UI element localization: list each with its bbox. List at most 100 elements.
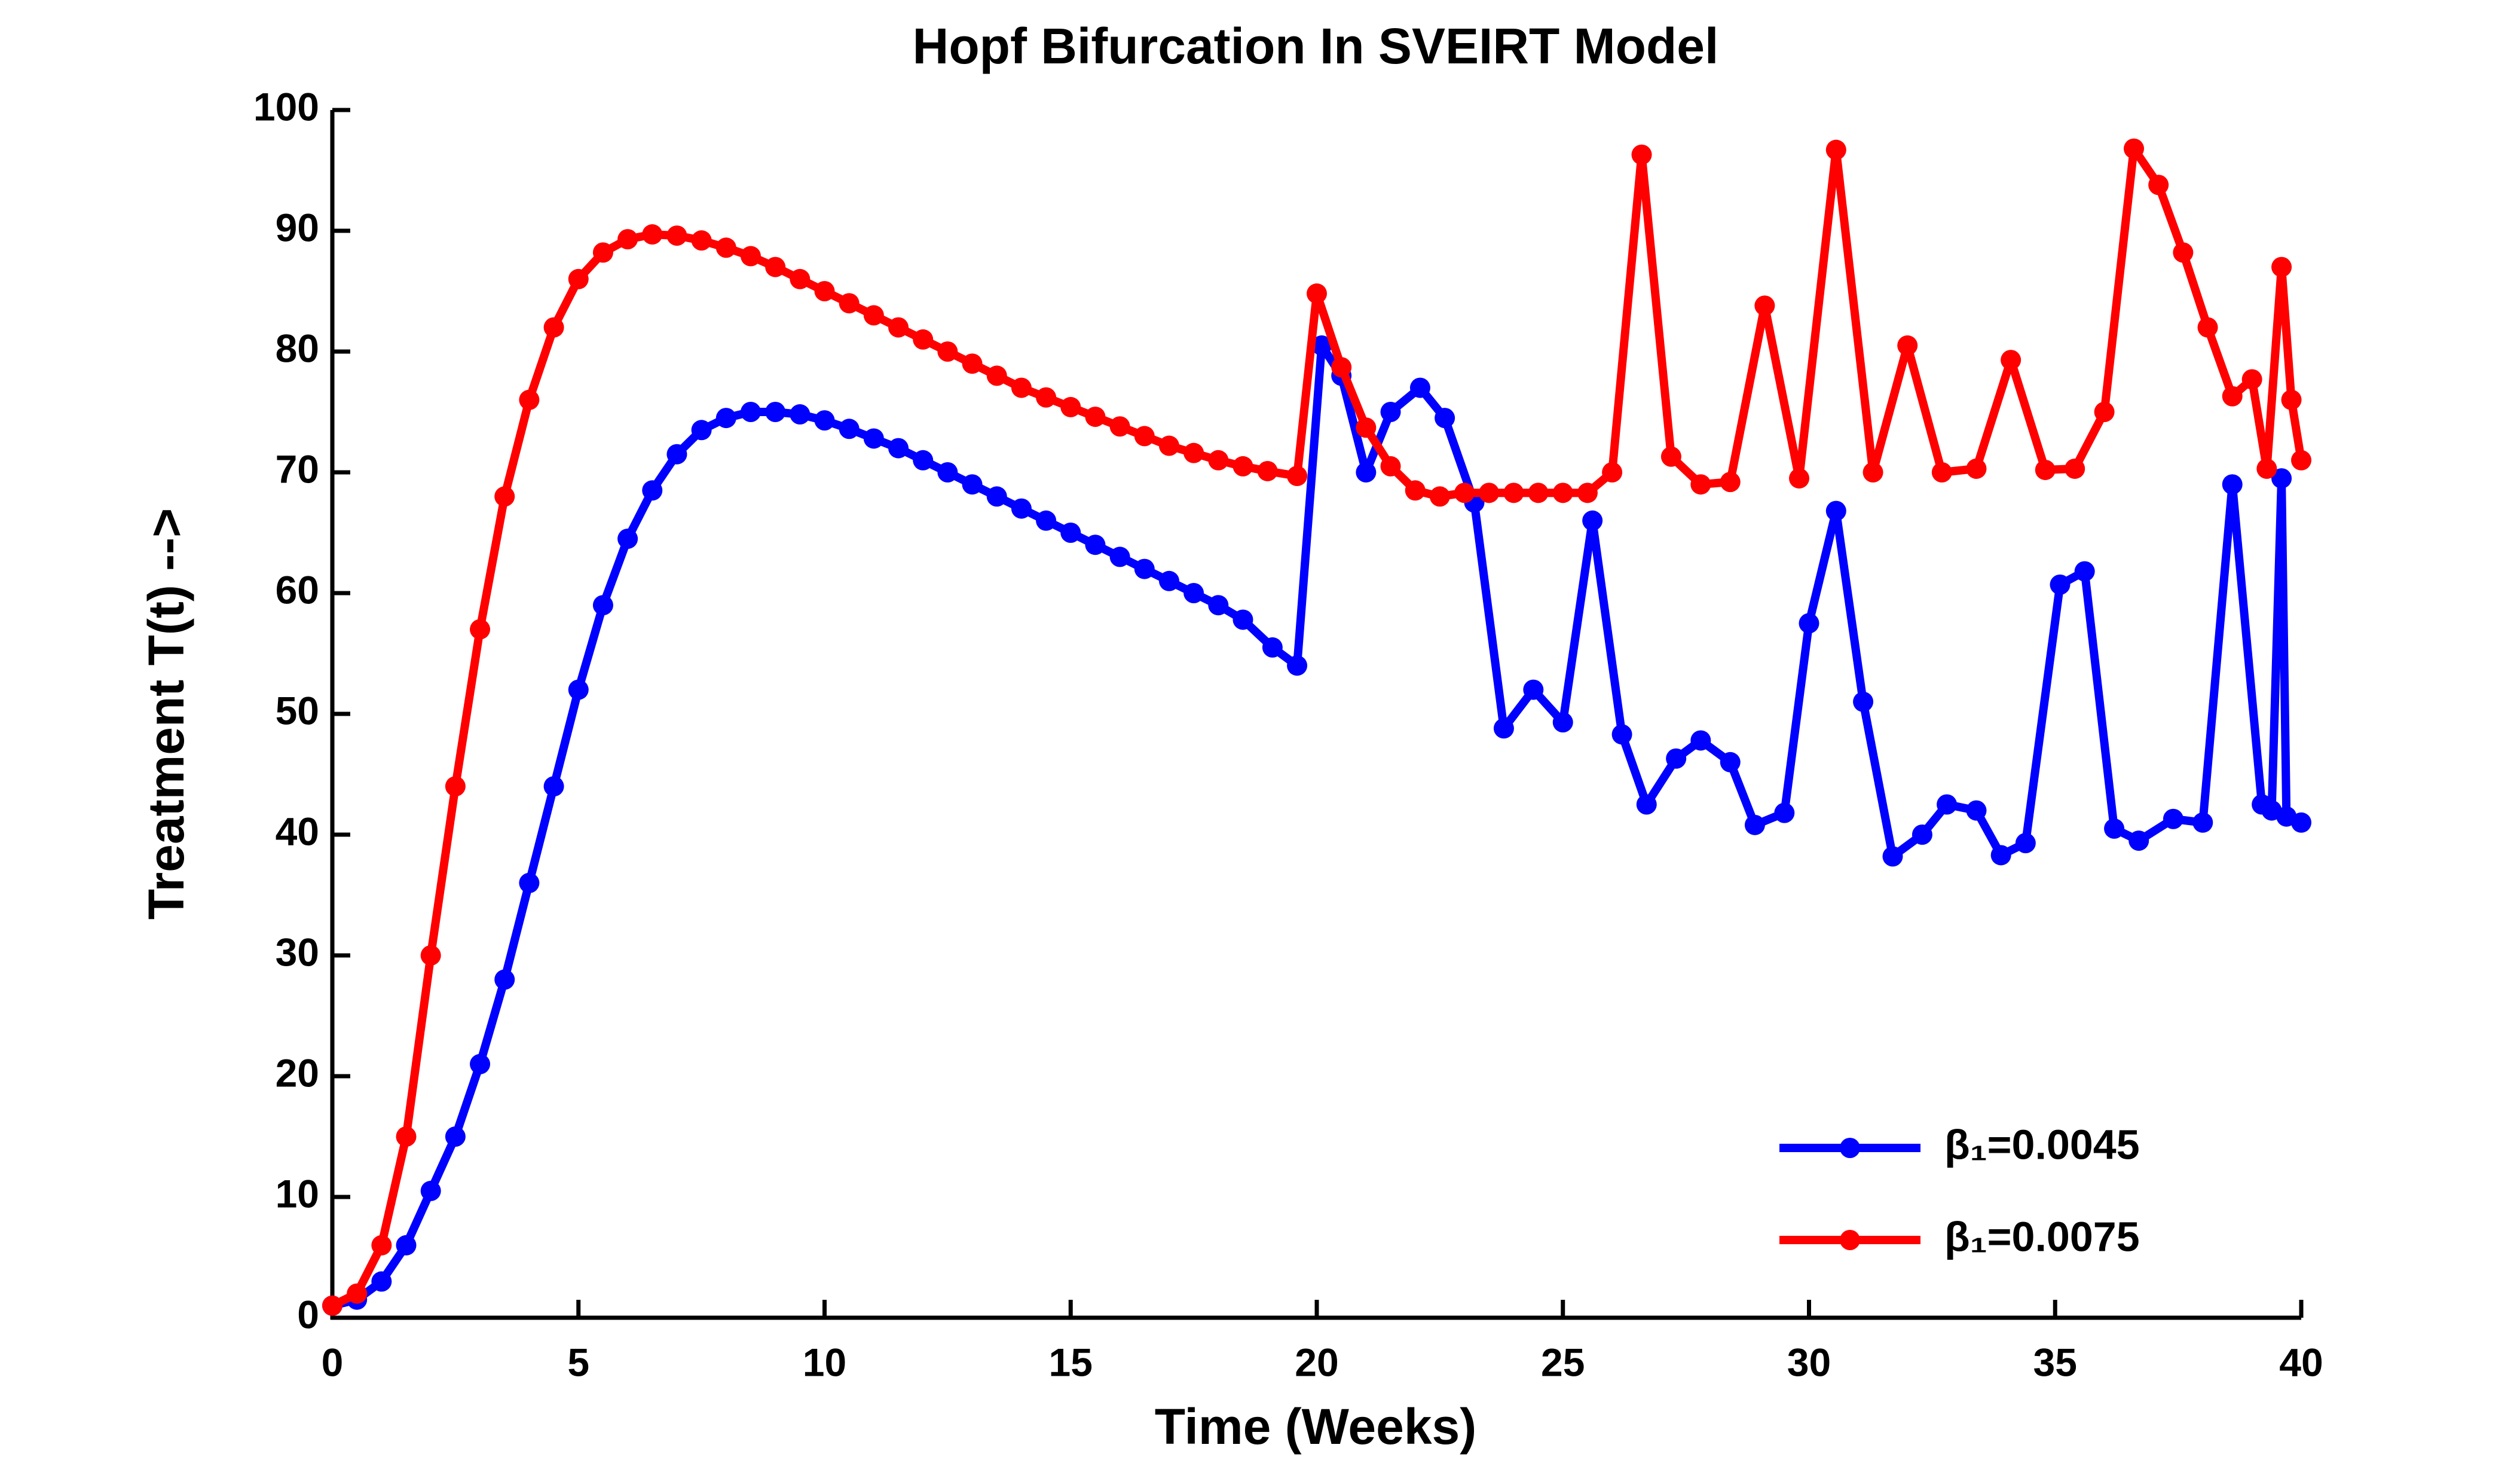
y-tick-label: 90 [276,205,319,249]
series-marker [2128,830,2149,851]
series-marker [2256,458,2277,479]
series-marker [1863,462,1883,482]
series-marker [814,410,835,431]
series-marker [863,428,884,449]
y-tick-label: 10 [276,1171,319,1215]
series-marker [1636,794,1657,815]
y-tick-label: 20 [276,1050,319,1095]
series-marker [1011,498,1032,519]
series-marker [1085,407,1106,427]
series-marker [2124,138,2145,159]
series-marker [470,619,491,640]
series-marker [592,242,613,263]
series-marker [740,402,761,422]
series-marker [691,420,712,441]
series-marker [1233,609,1253,630]
series-marker [2050,574,2071,595]
series-marker [347,1283,368,1304]
series-marker [1966,800,1987,821]
series-marker [1134,558,1155,579]
x-tick-label: 40 [2279,1340,2323,1384]
series-marker [568,268,589,289]
series-marker [937,341,958,362]
series-marker [420,1180,441,1201]
series-marker [371,1235,392,1256]
series-marker [839,293,860,314]
series-marker [1405,480,1426,501]
series-marker [1503,482,1524,503]
series-marker [470,1053,491,1074]
series-marker [2291,450,2311,471]
series-marker [396,1126,417,1147]
series-marker [1158,570,1179,591]
y-tick-label: 100 [253,84,319,129]
series-marker [1380,402,1401,422]
y-tick-label: 30 [276,930,319,974]
series-marker [1897,335,1918,356]
series-marker [2001,350,2021,371]
series-marker [1183,442,1204,463]
series-marker [986,486,1007,507]
legend-label: β₁=0.0075 [1944,1213,2140,1260]
series-marker [2104,818,2125,839]
series-marker [1356,417,1377,438]
x-tick-label: 15 [1049,1340,1093,1384]
series-marker [1789,468,1810,489]
series-marker [1307,283,1327,304]
series-marker [642,224,663,245]
series-marker [322,1295,342,1316]
series-marker [1660,446,1681,467]
series-marker [617,529,638,549]
series-marker [1409,377,1430,398]
series-marker [814,281,835,301]
series-marker [1454,482,1475,503]
series-marker [1380,456,1401,477]
series-marker [913,450,934,471]
chart-title: Hopf Bifurcation In SVEIRT Model [913,18,1719,74]
series-marker [913,329,934,350]
y-tick-label: 70 [276,447,319,491]
series-marker [790,268,811,289]
series-marker [1931,462,1952,482]
series-marker [1825,139,1846,160]
series-marker [1582,510,1603,531]
series-marker [1085,535,1106,555]
series-marker [1744,814,1765,835]
series-marker [1631,144,1652,165]
series-marker [1479,482,1500,503]
series-marker [1602,462,1623,482]
series-marker [790,404,811,425]
series-marker [1552,482,1573,503]
series-marker [691,230,712,251]
series-marker [617,229,638,250]
y-axis-label: Treatment T(t) --> [138,508,194,920]
series-marker [765,402,786,422]
series-marker [1233,456,1253,477]
series-marker [2173,242,2194,263]
series-marker [445,1126,466,1147]
series-marker [1158,435,1179,456]
series-marker [1912,824,1932,845]
series-marker [2035,459,2056,480]
series-marker [494,486,515,507]
legend-marker [1840,1230,1860,1250]
legend-label: β₁=0.0045 [1944,1121,2140,1168]
series-marker [2222,474,2243,495]
series-marker [1853,691,1874,712]
series-marker [642,480,663,501]
series-marker [2291,812,2311,833]
series-marker [863,305,884,326]
series-marker [1523,679,1544,700]
series-marker [1011,377,1032,398]
series-marker [1966,458,1987,479]
series-marker [1311,335,1332,356]
series-marker [1257,460,1278,481]
series-marker [1720,472,1741,493]
series-marker [592,595,613,616]
series-marker [1429,486,1450,507]
series-marker [765,256,786,277]
series-marker [445,776,466,797]
series-marker [543,776,564,797]
x-tick-label: 30 [1787,1340,1831,1384]
series-marker [740,246,761,267]
